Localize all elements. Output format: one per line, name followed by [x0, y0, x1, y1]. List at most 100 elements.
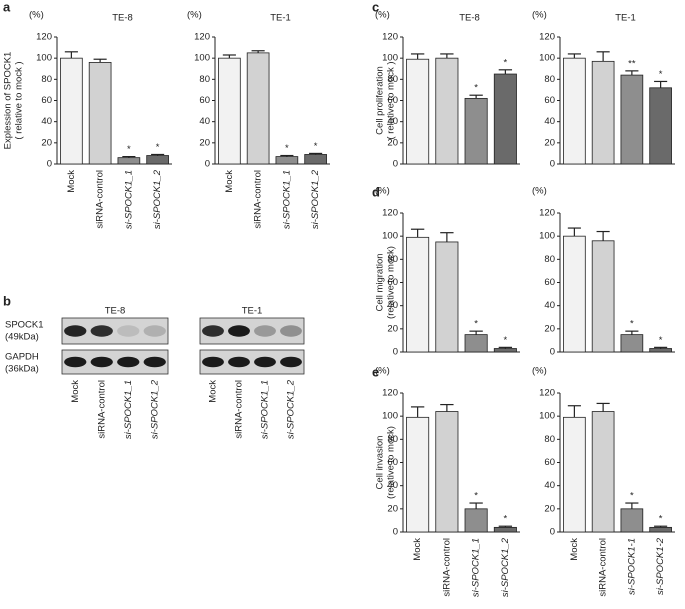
- blot-band: [228, 356, 250, 368]
- x-tick-label: si-SPOCK1_1: [471, 538, 482, 597]
- significance-marker: *: [314, 141, 318, 152]
- panel-letter: c: [372, 0, 379, 14]
- y-tick-label: 20: [387, 503, 398, 514]
- bar: [406, 236, 430, 353]
- significance-marker: *: [474, 491, 478, 502]
- significance-marker: *: [127, 144, 131, 155]
- y-tick-label: 120: [36, 32, 52, 43]
- y-tick-label: 0: [550, 347, 555, 358]
- significance-marker: *: [504, 57, 508, 68]
- y-tick-label: 40: [544, 116, 555, 127]
- y-tick-label: 100: [539, 411, 555, 422]
- x-tick-label: si-SPOCK1_2: [152, 169, 163, 229]
- x-tick-label: Mock: [224, 170, 235, 193]
- lane-label: siRNA-control: [96, 380, 107, 439]
- bar: [218, 57, 241, 165]
- significance-marker: **: [628, 58, 636, 69]
- y-unit: (%): [375, 366, 390, 377]
- y-unit: (%): [29, 10, 44, 21]
- bar: [435, 411, 459, 533]
- y-tick-label: 80: [544, 434, 555, 445]
- significance-marker: *: [659, 69, 663, 80]
- significance-marker: *: [474, 319, 478, 330]
- blot-band: [202, 325, 224, 337]
- panel-letter: e: [372, 364, 379, 379]
- x-tick-label: siRNA-control: [441, 538, 452, 597]
- y-axis-label: Cell migration: [375, 253, 386, 311]
- significance-marker: *: [630, 491, 634, 502]
- bar: [620, 74, 644, 165]
- blot-row-label: SPOCK1: [5, 320, 44, 331]
- y-unit: (%): [375, 10, 390, 21]
- y-tick-label: 120: [382, 32, 398, 43]
- bar: [246, 52, 270, 165]
- bar: [563, 57, 586, 165]
- blot-band: [117, 356, 140, 368]
- x-tick-label: Mock: [66, 170, 77, 193]
- lane-label: Mock: [70, 380, 81, 403]
- y-tick-label: 20: [387, 137, 398, 148]
- y-tick-label: 0: [393, 159, 398, 170]
- bar: [591, 60, 615, 165]
- y-unit: (%): [532, 366, 547, 377]
- x-tick-label: siRNA-control: [253, 170, 264, 229]
- y-tick-label: 120: [382, 208, 398, 219]
- y-tick-label: 60: [544, 277, 555, 288]
- lane-label: si-SPOCK1_2: [149, 379, 160, 439]
- y-tick-label: 80: [544, 254, 555, 265]
- x-tick-label: si-SPOCK1_1: [281, 170, 292, 229]
- y-tick-label: 100: [382, 411, 398, 422]
- y-tick-label: 100: [539, 53, 555, 64]
- y-tick-label: 20: [199, 137, 210, 148]
- bar: [304, 154, 327, 165]
- bar: [60, 57, 83, 165]
- y-tick-label: 20: [544, 323, 555, 334]
- blot-row-label: GAPDH: [5, 352, 39, 363]
- y-tick-label: 40: [544, 480, 555, 491]
- blot-band: [280, 356, 302, 368]
- y-tick-label: 40: [41, 116, 52, 127]
- significance-marker: *: [504, 335, 508, 346]
- y-tick-label: 60: [387, 95, 398, 106]
- chart-title: TE-1: [615, 13, 636, 24]
- x-tick-label: Mock: [569, 538, 580, 561]
- blot-row-label: (49kDa): [5, 332, 39, 343]
- bar: [88, 62, 112, 165]
- y-tick-label: 20: [544, 137, 555, 148]
- bar: [146, 155, 169, 165]
- y-unit: (%): [375, 186, 390, 197]
- bar: [275, 156, 299, 165]
- y-tick-label: 20: [41, 137, 52, 148]
- blot-band: [117, 325, 140, 337]
- chart-title: TE-8: [112, 13, 133, 24]
- x-tick-label: si-SPOCK1-2: [655, 537, 666, 595]
- y-unit: (%): [532, 10, 547, 21]
- y-unit: (%): [532, 186, 547, 197]
- y-tick-label: 60: [387, 277, 398, 288]
- y-tick-label: 60: [544, 457, 555, 468]
- y-tick-label: 60: [41, 95, 52, 106]
- bar: [464, 97, 488, 165]
- x-tick-label: si-SPOCK1_2: [310, 169, 321, 229]
- blot-band: [90, 325, 113, 337]
- blot-band: [280, 325, 302, 337]
- bar: [591, 411, 615, 533]
- y-tick-label: 120: [539, 32, 555, 43]
- y-axis-label: (relative to mock): [386, 246, 397, 319]
- y-tick-label: 40: [544, 300, 555, 311]
- blot-membrane: [61, 317, 169, 345]
- y-tick-label: 100: [36, 53, 52, 64]
- panel-letter: a: [3, 0, 11, 14]
- significance-marker: *: [156, 142, 160, 153]
- lane-label: Mock: [208, 380, 219, 403]
- bar: [649, 348, 672, 353]
- significance-marker: *: [474, 83, 478, 94]
- y-tick-label: 100: [539, 231, 555, 242]
- bar: [591, 240, 615, 353]
- y-tick-label: 0: [393, 527, 398, 538]
- y-tick-label: 40: [387, 116, 398, 127]
- x-tick-label: siRNA-control: [95, 170, 106, 229]
- blot-band: [228, 325, 250, 337]
- y-tick-label: 40: [387, 300, 398, 311]
